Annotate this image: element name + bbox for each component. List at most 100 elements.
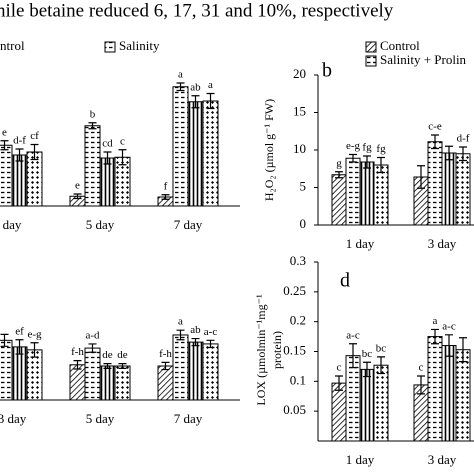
y-tick-label: 0.25	[283, 283, 306, 298]
error-bar	[363, 155, 371, 169]
error-bar	[431, 328, 439, 345]
bar	[427, 336, 443, 442]
y-axis-label: H₂O₂ (µmol g⁻¹ FW)	[262, 99, 276, 201]
significance-letter: a-c	[346, 329, 360, 341]
error-bar	[73, 360, 82, 370]
significance-letter: a-c	[204, 326, 218, 338]
y-tick-label: 0.1	[290, 372, 306, 387]
error-bar	[0, 140, 9, 151]
significance-letter: a	[178, 69, 183, 81]
bar	[373, 364, 389, 442]
panel-label: d	[340, 270, 350, 292]
significance-letter: cd	[102, 138, 113, 150]
error-bar	[445, 145, 453, 161]
bar	[441, 345, 457, 442]
bar	[69, 364, 86, 401]
error-bar	[377, 356, 385, 375]
significance-letter: a-c	[442, 320, 456, 332]
significance-letter: c	[337, 361, 342, 373]
significance-letter: cf	[30, 130, 39, 142]
error-bar	[176, 329, 185, 341]
bar	[373, 164, 389, 226]
y-tick-label: 0.2	[290, 313, 306, 328]
bar	[99, 365, 116, 401]
x-tick-label: 3 day	[428, 452, 457, 467]
error-bar	[417, 375, 425, 395]
significance-letter: de	[102, 349, 113, 361]
bar	[345, 157, 361, 226]
significance-letter: d-f	[13, 135, 26, 147]
error-bar	[335, 375, 343, 391]
error-bar	[118, 149, 127, 166]
significance-letter: ab	[190, 81, 201, 93]
error-bar	[30, 342, 39, 358]
significance-letter: bc	[376, 342, 387, 354]
x-tick-label: 3 day	[428, 236, 457, 251]
significance-letter: g	[336, 157, 342, 169]
error-bar	[176, 82, 185, 92]
error-bar	[377, 156, 385, 174]
error-bar	[103, 363, 112, 369]
legend-label: Salinity + Prolin	[380, 52, 467, 67]
significance-letter: c-e	[428, 121, 442, 133]
significance-letter: bc	[362, 348, 373, 360]
error-bar	[459, 146, 467, 162]
error-bar	[88, 343, 97, 353]
bar	[202, 343, 219, 401]
significance-letter: fg	[362, 142, 372, 154]
bar	[359, 368, 375, 442]
bar	[455, 153, 471, 226]
bar	[157, 365, 174, 401]
error-bar	[206, 92, 215, 110]
significance-letter: d-f	[457, 133, 470, 145]
significance-letter: e-g	[346, 140, 361, 152]
error-bar	[103, 151, 112, 165]
bar	[455, 349, 471, 442]
significance-letter: f-h	[71, 346, 84, 358]
y-tick-label: 15	[293, 103, 306, 118]
x-tick-label: 7 day	[174, 217, 203, 232]
error-bar	[191, 337, 200, 347]
caption: hile betaine reduced 6, 17, 31 and 10%, …	[0, 0, 394, 21]
bar	[172, 86, 189, 207]
error-bar	[459, 337, 467, 363]
x-tick-label: 7 day	[174, 411, 203, 426]
significance-letter: fg	[376, 143, 386, 155]
legend-swatch	[104, 41, 116, 53]
error-bar	[417, 165, 425, 189]
y-tick-label: 10	[293, 141, 306, 156]
significance-letter: f	[164, 180, 168, 192]
y-tick-label: 20	[293, 66, 306, 81]
bar	[11, 154, 28, 207]
x-tick-label: 5 day	[86, 411, 115, 426]
bar	[172, 334, 189, 401]
bar	[427, 141, 443, 226]
bar	[84, 125, 101, 207]
error-bar	[15, 339, 24, 355]
y-tick-label: 5	[300, 178, 307, 193]
significance-letter: ef	[15, 325, 24, 337]
error-bar	[161, 194, 170, 200]
bar	[84, 347, 101, 401]
significance-letter: a	[178, 316, 183, 328]
y-tick-label: 0	[300, 216, 307, 231]
error-bar	[161, 361, 170, 371]
legend-label: Salinity	[119, 38, 160, 53]
error-bar	[15, 148, 24, 162]
significance-letter: a-d	[85, 329, 100, 341]
error-bar	[349, 343, 357, 369]
legend-swatch	[365, 41, 377, 53]
bar	[114, 365, 131, 401]
y-tick-label: 0.3	[290, 253, 306, 268]
y-axis-label: protein)	[270, 331, 284, 369]
error-bar	[206, 339, 215, 349]
error-bar	[431, 134, 439, 150]
significance-letter: c	[120, 135, 125, 147]
bar	[331, 174, 347, 226]
significance-letter: de	[117, 349, 128, 361]
panel-label: b	[322, 60, 332, 82]
error-bar	[349, 153, 357, 163]
x-tick-label: 1 day	[346, 452, 375, 467]
bar	[0, 339, 13, 401]
